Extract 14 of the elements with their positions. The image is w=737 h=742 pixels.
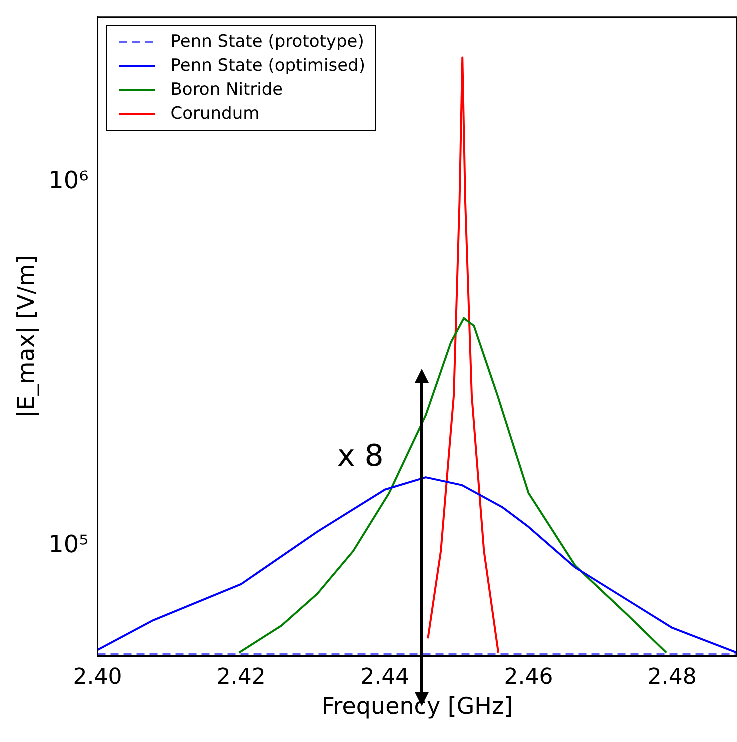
y-axis-title: |E_max| [V/m] (14, 255, 40, 418)
x-tick-label: 2.44 (360, 664, 410, 690)
x-tick-label: 2.40 (73, 664, 122, 690)
x-tick-label: 2.48 (648, 664, 697, 690)
x-tick-label: 2.42 (216, 664, 266, 690)
x-axis-title: Frequency [GHz] (322, 694, 514, 720)
legend-label: Corundum (170, 103, 260, 126)
annotation: x 8 (337, 438, 384, 474)
x-tick-label: 2.46 (504, 664, 554, 690)
legend-label: Boron Nitride (170, 79, 284, 102)
y-tick-label: 10⁵ (48, 530, 89, 559)
legend-label: Penn State (optimised) (170, 55, 366, 78)
legend-label: Penn State (prototype) (170, 31, 364, 54)
y-tick-label: 10⁶ (48, 166, 89, 195)
